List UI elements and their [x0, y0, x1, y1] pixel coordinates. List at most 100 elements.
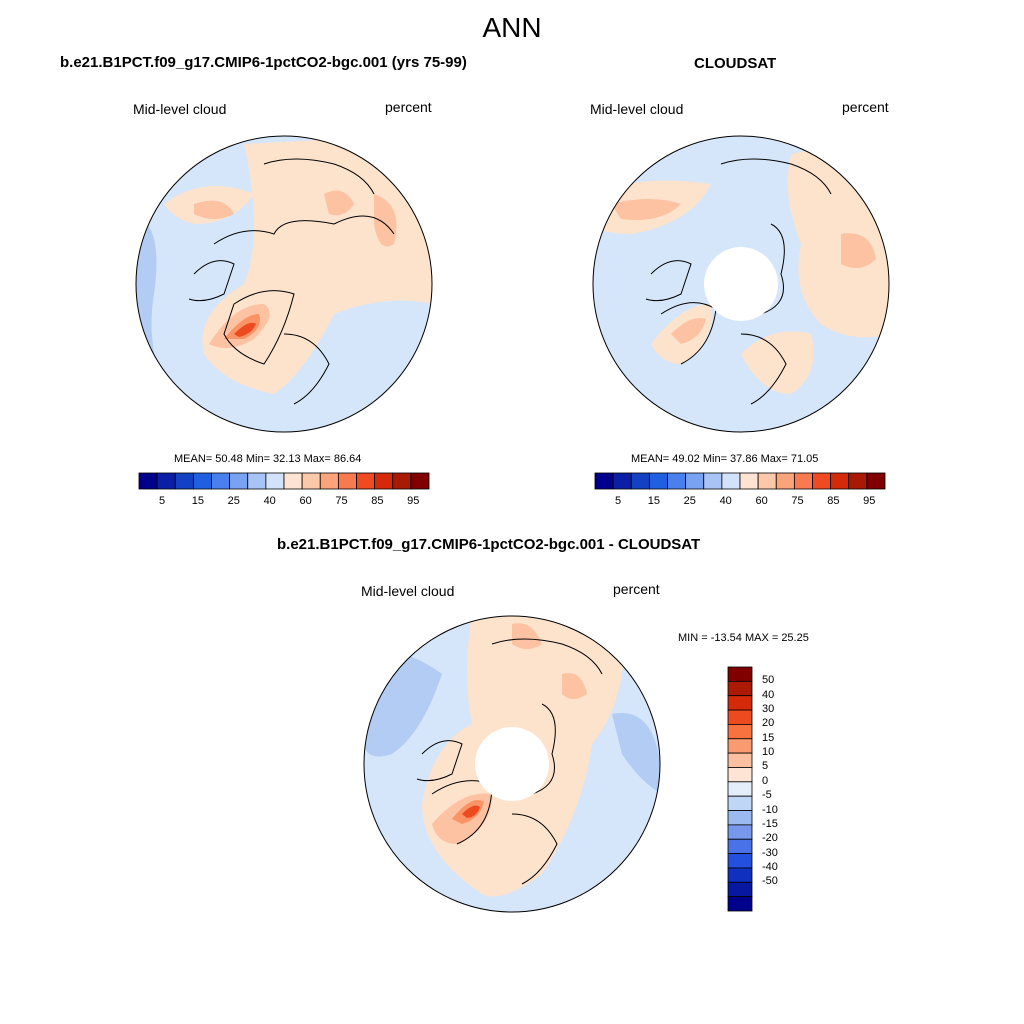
panel2-colorbar-tick-label: 25 [684, 495, 696, 507]
panel3-colorbar-tick-label: -40 [762, 860, 778, 873]
panel2-colorbar-swatch [703, 472, 723, 490]
panel1-colorbar-tick-label: 95 [407, 495, 419, 507]
panel3-colorbar-ticks: 50 40 30 20 15 10 5 0 -5 -10 -15 -20 -30 -40 -50 [760, 667, 820, 911]
panel1-colorbar-swatch [356, 472, 376, 490]
panel2-colorbar-tick-label: 75 [791, 495, 803, 507]
panel1-colorbar-swatch [138, 472, 158, 490]
panel2-colorbar-swatch [685, 472, 705, 490]
panel1-colorbar-tick-label: 40 [264, 495, 276, 507]
panel2-units-label: percent [842, 99, 889, 115]
panel2-variable-label: Mid-level cloud [590, 101, 684, 117]
panel3-colorbar-tick-label: 40 [762, 688, 775, 701]
panel1-variable-label: Mid-level cloud [133, 101, 227, 117]
panel3-colorbar-tick-label: 30 [762, 703, 775, 716]
panel3-colorbar-tick-label: 50 [762, 674, 775, 687]
panel3-colorbar-tick-label: 5 [762, 760, 769, 773]
panel2-colorbar-swatch [630, 472, 650, 490]
panel1-colorbar-tick-label: 5 [159, 495, 165, 507]
panel3-colorbar-swatch [727, 824, 753, 840]
panel3-colorbar-tick-label: 10 [762, 746, 775, 759]
panel3-colorbar-tick-label: -5 [762, 789, 772, 802]
panel2-colorbar-tick-label: 40 [720, 495, 732, 507]
panel1-colorbar-swatch [301, 472, 321, 490]
panel2-colorbar-swatch [721, 472, 741, 490]
panel1-colorbar-swatch [337, 472, 357, 490]
panel3-colorbar-swatch [727, 767, 753, 783]
panel3-colorbar-swatch [727, 881, 753, 898]
panel1-colorbar-swatch [319, 472, 339, 490]
panel3-variable-label: Mid-level cloud [361, 583, 455, 599]
panel2-colorbar-tick-label: 15 [648, 495, 660, 507]
panel3-polar-map [363, 615, 661, 913]
panel2-polar-map [592, 135, 890, 433]
panel3-colorbar-swatch [727, 738, 753, 754]
panel3-colorbar-swatch [727, 838, 753, 854]
panel3-colorbar-swatch [727, 896, 753, 912]
figure-title: ANN [482, 12, 542, 43]
panel3-colorbar-tick-label: -15 [762, 817, 778, 830]
panel2-title: CLOUDSAT [694, 55, 777, 72]
panel3-colorbar-swatch [727, 867, 753, 883]
panel2-colorbar-swatch [812, 472, 832, 490]
panel1-colorbar-swatch [392, 472, 412, 490]
panel1-colorbar-tick-label: 15 [192, 495, 204, 507]
panel3-colorbar [727, 666, 753, 912]
panel3-colorbar-swatch [727, 724, 753, 740]
panel3-title: b.e21.B1PCT.f09_g17.CMIP6-1pctCO2-bgc.00… [277, 536, 701, 553]
panel2-colorbar [594, 472, 886, 490]
panel3-colorbar-tick-label: -30 [762, 846, 778, 859]
panel3-colorbar-swatch [727, 680, 753, 697]
panel2-colorbar-tick-label: 95 [863, 495, 875, 507]
panel1-colorbar-tick-label: 25 [228, 495, 240, 507]
panel2-colorbar-swatch [848, 472, 868, 490]
panel1-colorbar-tick-label: 60 [299, 495, 311, 507]
panel2-colorbar-swatch [775, 472, 795, 490]
panel1-colorbar-swatch [156, 472, 176, 490]
panel1-colorbar-swatch [374, 472, 394, 490]
panel3-units-label: percent [613, 581, 660, 597]
panel1-polar-map [135, 135, 433, 433]
panel1-colorbar [138, 472, 430, 490]
panel2-colorbar-swatch [667, 472, 687, 490]
panel1-colorbar-swatch [192, 472, 212, 490]
panel3-colorbar-swatch [727, 810, 753, 826]
panel2-colorbar-swatch [793, 472, 813, 490]
panel1-colorbar-swatch [247, 472, 267, 490]
panel2-colorbar-swatch [612, 472, 632, 490]
panel3-colorbar-swatch [727, 795, 753, 811]
panel2-colorbar-swatch [757, 472, 777, 490]
panel1-colorbar-swatch [211, 472, 231, 490]
panel2-colorbar-tick-label: 5 [615, 495, 621, 507]
panel2-colorbar-swatch [866, 472, 886, 490]
panel3-colorbar-tick-label: -50 [762, 875, 778, 888]
panel2-colorbar-swatch [648, 472, 668, 490]
panel3-colorbar-swatch [727, 853, 753, 869]
panel1-colorbar-tick-label: 85 [371, 495, 383, 507]
panel2-stats: MEAN= 49.02 Min= 37.86 Max= 71.05 [631, 453, 819, 465]
panel2-colorbar-ticks: 5 15 25 40 60 75 85 95 [615, 495, 875, 507]
panel1-colorbar-tick-label: 75 [335, 495, 347, 507]
panel3-colorbar-swatch [727, 666, 753, 682]
panel1-stats: MEAN= 50.48 Min= 32.13 Max= 86.64 [174, 453, 362, 465]
panel1-colorbar-swatch [229, 472, 249, 490]
panel3-colorbar-swatch [727, 695, 753, 711]
panel3-colorbar-tick-label: 20 [762, 717, 775, 730]
panel1-colorbar-swatch [410, 472, 430, 490]
panel3-colorbar-swatch [727, 709, 753, 725]
panel3-colorbar-tick-label: -20 [762, 832, 778, 845]
panel1-title: b.e21.B1PCT.f09_g17.CMIP6-1pctCO2-bgc.00… [60, 54, 467, 71]
panel3-colorbar-swatch [727, 781, 753, 797]
panel3-colorbar-tick-label: 0 [762, 774, 769, 787]
panel3-stats: MIN = -13.54 MAX = 25.25 [678, 632, 809, 644]
panel2-colorbar-swatch [830, 472, 850, 490]
panel3-colorbar-swatch [727, 752, 753, 768]
panel1-colorbar-swatch [265, 472, 285, 490]
panel3-colorbar-tick-label: 15 [762, 731, 775, 744]
panel2-colorbar-tick-label: 60 [755, 495, 767, 507]
panel2-colorbar-swatch [594, 472, 614, 490]
panel3-colorbar-tick-label: -10 [762, 803, 778, 816]
panel1-units-label: percent [385, 99, 432, 115]
panel1-colorbar-ticks: 5 15 25 40 60 75 85 95 [159, 495, 419, 507]
panel1-colorbar-swatch [283, 472, 303, 490]
panel2-colorbar-tick-label: 85 [827, 495, 839, 507]
